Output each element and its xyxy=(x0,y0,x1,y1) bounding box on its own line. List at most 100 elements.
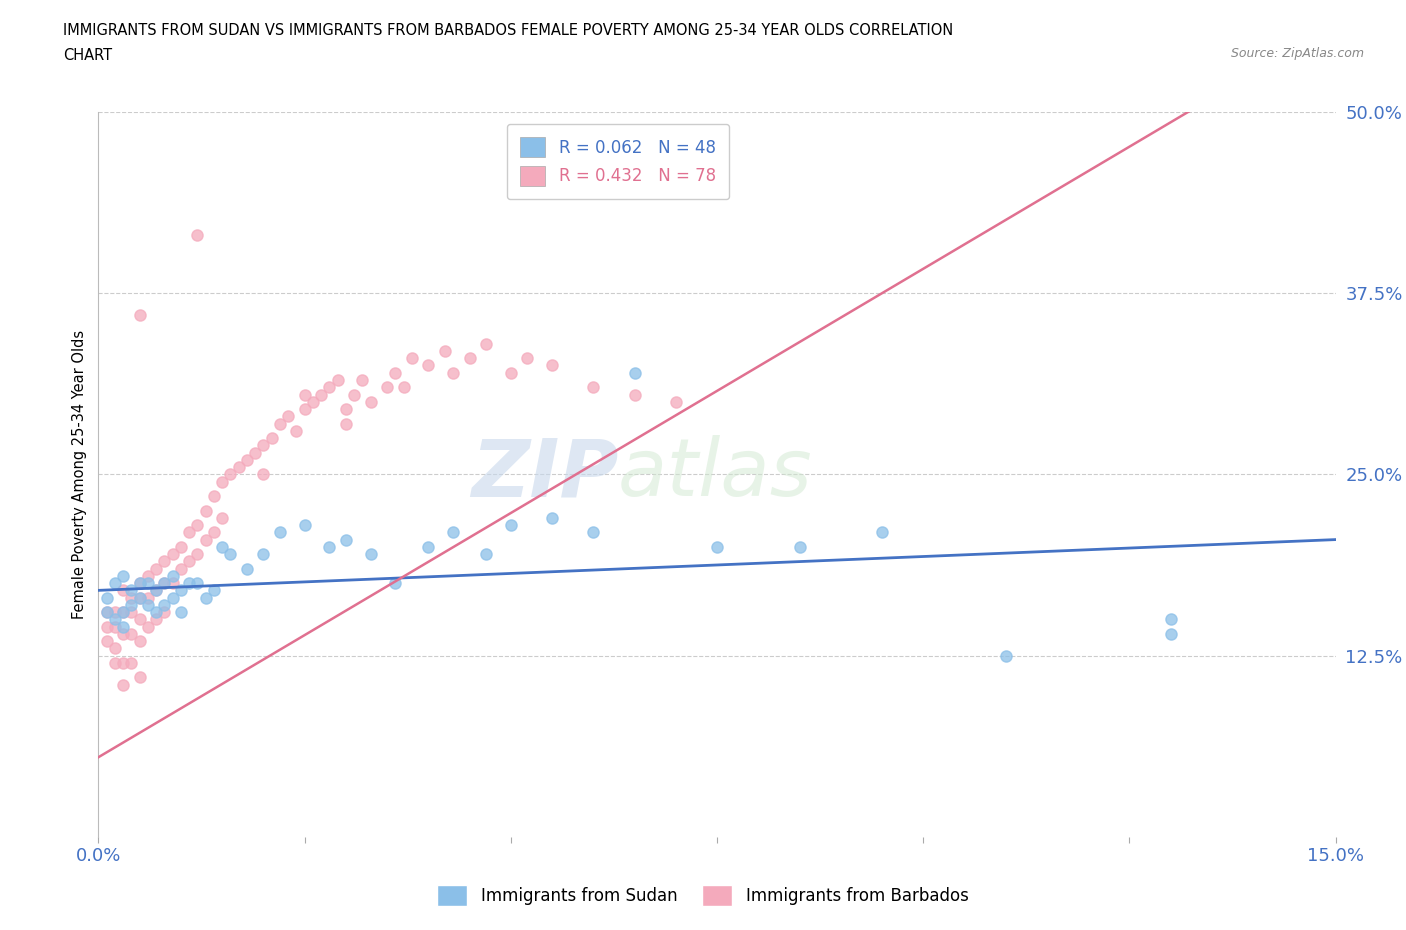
Text: CHART: CHART xyxy=(63,48,112,63)
Point xyxy=(96,633,118,648)
Point xyxy=(252,547,274,562)
Point xyxy=(96,604,118,619)
Point xyxy=(433,343,456,358)
Point xyxy=(360,394,382,409)
Point xyxy=(104,576,127,591)
Point xyxy=(112,583,135,598)
Point xyxy=(162,547,184,562)
Point xyxy=(186,547,208,562)
Point xyxy=(582,525,605,539)
Point xyxy=(179,554,201,569)
Point xyxy=(96,591,118,605)
Point xyxy=(145,561,167,576)
Point xyxy=(153,597,176,612)
Point xyxy=(202,488,225,503)
Point xyxy=(441,525,464,539)
Text: IMMIGRANTS FROM SUDAN VS IMMIGRANTS FROM BARBADOS FEMALE POVERTY AMONG 25-34 YEA: IMMIGRANTS FROM SUDAN VS IMMIGRANTS FROM… xyxy=(63,23,953,38)
Point xyxy=(112,568,135,583)
Legend: Immigrants from Sudan, Immigrants from Barbados: Immigrants from Sudan, Immigrants from B… xyxy=(430,879,976,912)
Point xyxy=(128,670,150,684)
Point xyxy=(789,539,811,554)
Point xyxy=(541,511,564,525)
Point xyxy=(294,518,316,533)
Point xyxy=(194,503,217,518)
Point xyxy=(179,576,201,591)
Point xyxy=(186,518,208,533)
Point xyxy=(170,604,193,619)
Point xyxy=(162,576,184,591)
Point xyxy=(236,452,259,467)
Point xyxy=(441,365,464,380)
Point xyxy=(128,591,150,605)
Point xyxy=(128,576,150,591)
Point xyxy=(228,459,250,474)
Point xyxy=(302,394,325,409)
Point xyxy=(128,576,150,591)
Point xyxy=(541,358,564,373)
Point xyxy=(375,379,398,394)
Point xyxy=(170,561,193,576)
Point xyxy=(179,525,201,539)
Point xyxy=(170,539,193,554)
Point xyxy=(623,365,645,380)
Point xyxy=(211,511,233,525)
Point xyxy=(360,547,382,562)
Point xyxy=(269,416,291,431)
Point xyxy=(112,619,135,634)
Point xyxy=(582,379,605,394)
Point xyxy=(665,394,688,409)
Point xyxy=(294,387,316,402)
Point xyxy=(112,656,135,671)
Point xyxy=(269,525,291,539)
Text: Source: ZipAtlas.com: Source: ZipAtlas.com xyxy=(1230,46,1364,60)
Point xyxy=(170,583,193,598)
Point xyxy=(211,539,233,554)
Point xyxy=(120,656,142,671)
Point xyxy=(136,597,159,612)
Point xyxy=(186,228,208,243)
Point xyxy=(994,648,1017,663)
Point xyxy=(186,576,208,591)
Point xyxy=(194,591,217,605)
Point xyxy=(112,677,135,692)
Point xyxy=(120,604,142,619)
Point xyxy=(252,438,274,453)
Point xyxy=(145,583,167,598)
Point xyxy=(870,525,893,539)
Point xyxy=(128,612,150,627)
Point xyxy=(211,474,233,489)
Point xyxy=(104,619,127,634)
Point xyxy=(499,365,522,380)
Point xyxy=(352,373,374,388)
Point xyxy=(260,431,283,445)
Point xyxy=(145,583,167,598)
Point xyxy=(1160,627,1182,642)
Point xyxy=(104,656,127,671)
Point xyxy=(475,337,498,352)
Point xyxy=(243,445,266,460)
Point xyxy=(112,604,135,619)
Point xyxy=(384,576,406,591)
Point xyxy=(128,633,150,648)
Point xyxy=(104,612,127,627)
Point xyxy=(516,351,538,365)
Point xyxy=(236,561,259,576)
Point xyxy=(418,539,440,554)
Point xyxy=(120,591,142,605)
Point xyxy=(343,387,366,402)
Point xyxy=(499,518,522,533)
Point xyxy=(112,627,135,642)
Point xyxy=(202,525,225,539)
Point xyxy=(120,583,142,598)
Point xyxy=(1160,612,1182,627)
Point xyxy=(401,351,423,365)
Point xyxy=(96,604,118,619)
Y-axis label: Female Poverty Among 25-34 Year Olds: Female Poverty Among 25-34 Year Olds xyxy=(72,330,87,618)
Point xyxy=(202,583,225,598)
Point xyxy=(335,402,357,417)
Point xyxy=(96,619,118,634)
Point xyxy=(277,409,299,424)
Point xyxy=(153,576,176,591)
Point xyxy=(162,591,184,605)
Point xyxy=(120,627,142,642)
